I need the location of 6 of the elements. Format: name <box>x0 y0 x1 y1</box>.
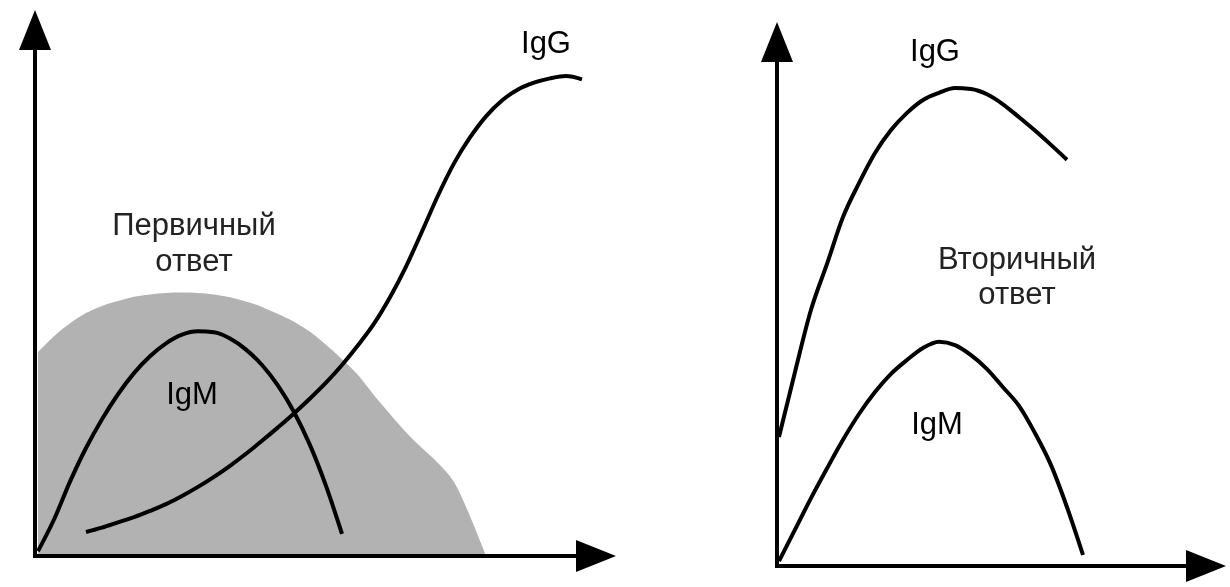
series-label: IgG <box>910 32 960 68</box>
annotation: Первичный ответ <box>112 206 276 278</box>
series-label: IgM <box>911 406 963 442</box>
series-label: IgG <box>521 24 571 60</box>
annotation: Вторичный ответ <box>937 240 1097 311</box>
series-label: IgM <box>166 375 218 411</box>
